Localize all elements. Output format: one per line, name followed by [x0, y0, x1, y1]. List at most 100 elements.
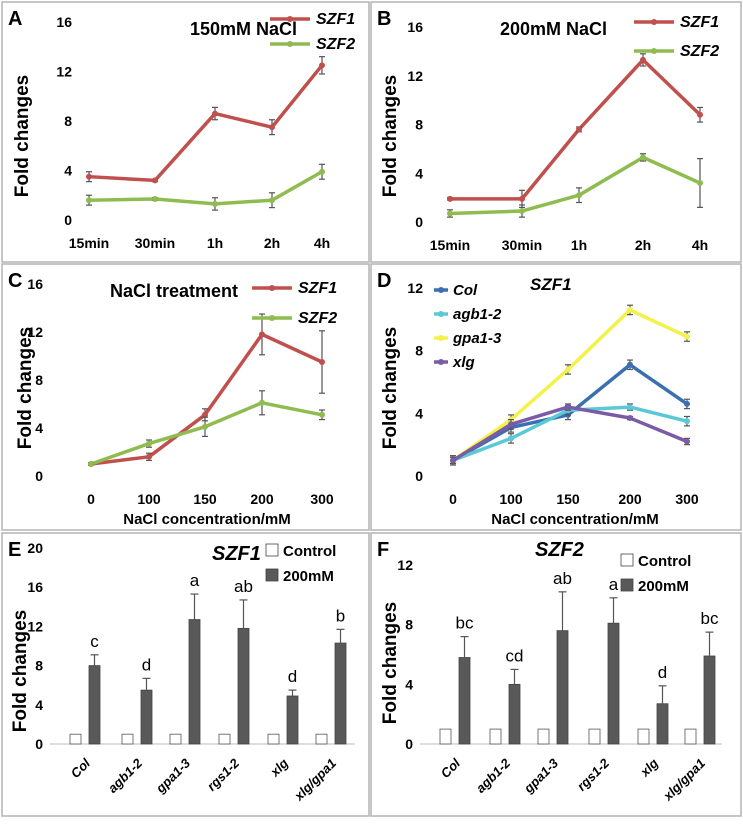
series-line-szf1 — [90, 332, 323, 466]
panel-border — [370, 1, 742, 263]
data-point-szf1 — [319, 359, 325, 365]
series-line-szf2 — [449, 155, 701, 216]
x-tick-label: xlg/gpa1 — [660, 756, 709, 805]
y-tick-label: 4 — [35, 697, 43, 713]
data-point-xlg — [565, 404, 571, 411]
panel-border — [1, 263, 370, 531]
legend-entry-200mm: 200mM — [265, 568, 334, 585]
legend-entry-control: Control — [620, 553, 691, 570]
y-axis-label: Fold changes — [380, 75, 401, 197]
y-tick-label: 12 — [27, 618, 43, 634]
x-tick-label: xlg — [267, 755, 292, 780]
x-tick-label: rgs1-2 — [574, 755, 613, 794]
bar-control — [684, 728, 697, 745]
panel-border — [1, 1, 370, 263]
data-point-agb1-2 — [508, 435, 514, 442]
x-tick-label: 4h — [314, 235, 330, 251]
panel-letter: A — [8, 8, 22, 30]
y-axis-label: Fold changes — [15, 327, 36, 449]
x-tick-label: 200 — [618, 491, 642, 507]
legend-label: 200mM — [283, 568, 334, 585]
bar-200mm — [556, 630, 569, 745]
data-point-szf2 — [146, 440, 152, 447]
data-point-szf1 — [259, 331, 265, 338]
bar-200mm — [508, 683, 521, 745]
y-tick-label: 0 — [35, 468, 43, 484]
significance-letter: c — [90, 632, 99, 651]
y-tick-label: 0 — [35, 736, 43, 752]
legend-entry-szf2: SZF2 — [252, 310, 337, 327]
bar-200mm — [458, 657, 471, 745]
significance-letter: bc — [456, 614, 474, 633]
data-point-gpa1-3 — [627, 306, 633, 313]
chart-title: NaCl treatment — [110, 281, 238, 301]
bar-control — [489, 728, 502, 745]
y-tick-label: 12 — [56, 64, 72, 80]
y-tick-label: 0 — [415, 468, 423, 484]
legend-swatch — [265, 543, 279, 557]
data-point-szf1 — [447, 195, 453, 202]
legend-label: SZF1 — [298, 280, 337, 297]
legend-marker — [269, 315, 275, 321]
data-point-xlg — [684, 438, 690, 445]
bar-200mm — [188, 619, 201, 745]
legend-entry-control: Control — [265, 543, 336, 560]
x-tick-label: agb1-2 — [105, 755, 146, 796]
legend-entry-200mm: 200mM — [620, 578, 689, 595]
y-tick-label: 12 — [407, 280, 423, 296]
legend-marker — [438, 335, 444, 341]
panel-d: D 0 4 8 12 Fold changes SZF1 0 100 150 200 300 NaCl … — [370, 263, 742, 531]
y-tick-label: 4 — [415, 165, 423, 181]
data-point-xlg — [508, 421, 514, 428]
significance-letter: b — [336, 606, 345, 625]
data-point-szf2 — [202, 423, 208, 430]
x-tick-label: 2h — [635, 237, 651, 253]
data-point-szf2 — [212, 200, 218, 207]
legend-entry-xlg: xlg — [434, 354, 475, 371]
legend-marker — [269, 285, 275, 291]
significance-letter: ab — [234, 577, 253, 596]
y-tick-label: 8 — [64, 113, 72, 129]
y-tick-label: 16 — [407, 19, 423, 35]
data-point-szf2 — [640, 154, 646, 161]
x-tick-label: 30min — [502, 237, 542, 253]
bar-200mm — [237, 627, 250, 745]
panel-border — [370, 532, 742, 817]
bar-control — [439, 728, 452, 745]
panel-a: A 0 4 8 12 16 Fold changes 150mM NaCl 15min 30min… — [1, 1, 370, 263]
legend-label: SZF1 — [680, 14, 719, 31]
data-point-col — [627, 361, 633, 368]
y-tick-label: 8 — [35, 372, 43, 388]
data-point-szf1 — [697, 111, 703, 118]
bar-control — [637, 728, 650, 745]
legend-label: gpa1-3 — [452, 330, 502, 347]
legend-label: SZF2 — [680, 43, 719, 60]
data-point-szf1 — [319, 62, 325, 69]
data-point-szf1 — [640, 56, 646, 63]
y-tick-label: 16 — [56, 14, 72, 30]
legend-entry-agb1-2: agb1-2 — [434, 306, 502, 323]
y-axis-label: Fold changes — [380, 602, 401, 724]
data-point-col — [684, 400, 690, 407]
bar-200mm — [656, 703, 669, 745]
y-tick-label: 0 — [415, 214, 423, 230]
x-tick-label: gpa1-3 — [152, 755, 193, 796]
significance-letter: a — [190, 571, 200, 590]
y-tick-label: 20 — [27, 540, 43, 556]
x-tick-label: rgs1-2 — [204, 755, 243, 794]
bar-200mm — [334, 642, 347, 745]
bar-control — [121, 733, 134, 745]
data-point-szf2 — [86, 197, 92, 204]
legend-entry-szf2: SZF2 — [634, 43, 719, 60]
panel-letter: E — [8, 539, 21, 561]
legend-label: Control — [283, 543, 336, 560]
chart-title: SZF1 — [530, 275, 572, 294]
chart-title: SZF1 — [212, 543, 261, 565]
x-tick-label: 0 — [87, 491, 95, 507]
panel-border — [370, 263, 742, 531]
panel-f: F 0 4 8 12 Fold changes SZF2 bc Col cd agb1-2 ab gpa… — [370, 532, 742, 817]
x-tick-label: 150 — [193, 491, 217, 507]
legend-label: 200mM — [638, 578, 689, 595]
bar-control — [218, 733, 231, 745]
